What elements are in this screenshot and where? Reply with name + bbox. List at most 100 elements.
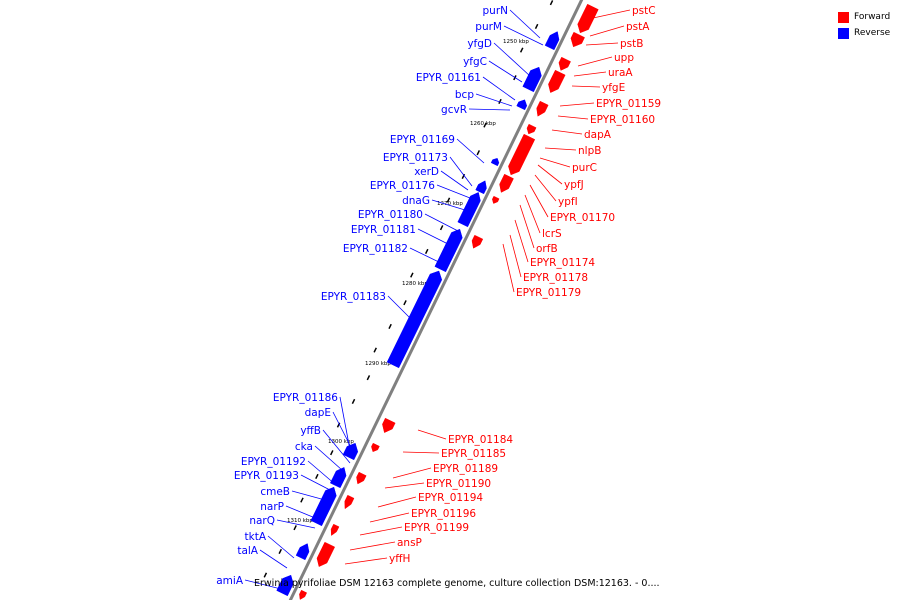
forward-gene-arrow[interactable] (382, 417, 396, 433)
reverse-gene-arrow[interactable] (276, 574, 294, 597)
reverse-gene-arrow[interactable] (522, 66, 542, 93)
forward-gene-arrow[interactable] (526, 123, 537, 135)
reverse-gene-label[interactable]: EPYR_01180 (358, 209, 423, 221)
forward-gene-label[interactable]: EPYR_01159 (596, 98, 661, 110)
forward-gene-label[interactable]: EPYR_01178 (523, 272, 588, 284)
forward-gene-arrow[interactable] (492, 195, 500, 204)
reverse-gene-arrow[interactable] (475, 180, 487, 195)
forward-gene-label[interactable]: EPYR_01184 (448, 434, 513, 446)
forward-gene-label[interactable]: EPYR_01199 (404, 522, 469, 534)
forward-gene-label[interactable]: ansP (397, 537, 422, 549)
reverse-gene-arrow[interactable] (457, 192, 481, 228)
reverse-gene-arrow[interactable] (490, 157, 500, 167)
legend-reverse[interactable]: Reverse (838, 25, 890, 41)
reverse-gene-label[interactable]: yfgC (463, 56, 487, 68)
forward-gene-arrow[interactable] (316, 541, 336, 567)
reverse-gene-arrow[interactable] (544, 31, 560, 51)
forward-gene-label[interactable]: yfgE (602, 82, 625, 94)
reverse-gene-label[interactable]: EPYR_01186 (273, 392, 338, 404)
forward-gene-label[interactable]: EPYR_01194 (418, 492, 483, 504)
forward-gene-arrow[interactable] (344, 494, 355, 510)
forward-label-leader (369, 512, 410, 523)
reverse-gene-label[interactable]: narQ (249, 515, 275, 527)
forward-gene-label[interactable]: pstB (620, 38, 643, 50)
reverse-gene-label[interactable]: tktA (245, 531, 267, 543)
forward-label-leader (534, 174, 557, 202)
reverse-gene-label[interactable]: purM (475, 21, 502, 33)
forward-gene-arrow[interactable] (299, 589, 308, 600)
forward-gene-label[interactable]: dapA (584, 129, 612, 141)
kbp-scale-label: 1310 kbp (287, 518, 313, 524)
forward-gene-label[interactable]: nlpB (578, 145, 601, 157)
reverse-gene-arrow[interactable] (342, 442, 359, 461)
forward-label-leader (559, 102, 595, 107)
reverse-gene-label[interactable]: gcvR (441, 104, 467, 116)
forward-gene-label[interactable]: upp (614, 52, 634, 64)
forward-gene-label[interactable]: yffH (389, 553, 410, 565)
reverse-gene-label[interactable]: narP (260, 501, 284, 513)
forward-gene-arrow[interactable] (356, 471, 367, 485)
reverse-gene-label[interactable]: dnaG (402, 195, 430, 207)
reverse-gene-label[interactable]: yfgD (467, 38, 492, 50)
forward-gene-arrow[interactable] (536, 100, 549, 117)
forward-gene-label[interactable]: EPYR_01189 (433, 463, 498, 475)
reverse-gene-label[interactable]: purN (483, 5, 509, 17)
forward-gene-arrow[interactable] (499, 173, 514, 193)
reverse-gene-label[interactable]: EPYR_01173 (383, 152, 448, 164)
reverse-gene-label[interactable]: cmeB (260, 486, 290, 498)
reverse-gene-label[interactable]: cka (295, 441, 313, 453)
reverse-gene-arrow[interactable] (310, 486, 337, 527)
reverse-gene-arrow[interactable] (295, 543, 310, 561)
reverse-gene-label[interactable]: EPYR_01192 (241, 456, 306, 468)
reverse-label-leader (307, 460, 337, 486)
forward-gene-label[interactable]: EPYR_01196 (411, 508, 476, 520)
reverse-label-leader (475, 93, 513, 107)
reverse-gene-label[interactable]: EPYR_01169 (390, 134, 455, 146)
forward-gene-label[interactable]: ypfJ (564, 179, 584, 191)
forward-gene-arrow[interactable] (371, 442, 380, 453)
reverse-gene-label[interactable]: EPYR_01176 (370, 180, 435, 192)
forward-gene-label[interactable]: EPYR_01190 (426, 478, 491, 490)
forward-gene-arrow[interactable] (577, 3, 599, 34)
forward-gene-label[interactable]: purC (572, 162, 597, 174)
forward-gene-label[interactable]: EPYR_01174 (530, 257, 595, 269)
forward-gene-arrow[interactable] (508, 133, 536, 176)
forward-gene-arrow[interactable] (558, 56, 571, 71)
reverse-gene-label[interactable]: EPYR_01181 (351, 224, 416, 236)
tick-mark (373, 347, 377, 353)
reverse-gene-label[interactable]: dapE (305, 407, 331, 419)
forward-gene-label[interactable]: pstC (632, 5, 656, 17)
forward-label-leader (544, 147, 577, 151)
reverse-gene-label[interactable]: talA (237, 545, 258, 557)
forward-gene-label[interactable]: EPYR_01170 (550, 212, 615, 224)
forward-gene-label[interactable]: EPYR_01185 (441, 448, 506, 460)
forward-gene-arrow[interactable] (471, 234, 484, 249)
reverse-gene-label[interactable]: bcp (455, 89, 474, 101)
reverse-label-leader (259, 549, 288, 569)
forward-gene-label[interactable]: pstA (626, 21, 650, 33)
forward-gene-arrow[interactable] (330, 523, 340, 536)
forward-gene-label[interactable]: orfB (536, 243, 558, 255)
forward-gene-label[interactable]: EPYR_01160 (590, 114, 655, 126)
reverse-gene-arrow[interactable] (516, 99, 528, 111)
reverse-gene-label[interactable]: EPYR_01183 (321, 291, 386, 303)
reverse-gene-label[interactable]: amiA (216, 575, 244, 587)
forward-gene-arrow[interactable] (570, 31, 585, 48)
forward-gene-label[interactable]: EPYR_01179 (516, 287, 581, 299)
reverse-label-leader (488, 60, 523, 83)
reverse-gene-label[interactable]: EPYR_01182 (343, 243, 408, 255)
forward-gene-label[interactable]: lcrS (542, 228, 562, 240)
reverse-gene-label[interactable]: xerD (414, 166, 439, 178)
reverse-gene-arrow[interactable] (386, 270, 443, 369)
reverse-gene-arrow[interactable] (329, 467, 347, 489)
reverse-gene-arrow[interactable] (434, 228, 463, 273)
forward-label-leader (557, 115, 589, 120)
legend-forward[interactable]: Forward (838, 9, 890, 25)
reverse-gene-label[interactable]: yffB (300, 425, 321, 437)
forward-gene-label[interactable]: uraA (608, 67, 633, 79)
forward-gene-label[interactable]: ypfI (558, 196, 578, 208)
reverse-gene-label[interactable]: EPYR_01193 (234, 470, 299, 482)
forward-gene-arrow[interactable] (548, 69, 566, 93)
reverse-gene-label[interactable]: EPYR_01161 (416, 72, 481, 84)
